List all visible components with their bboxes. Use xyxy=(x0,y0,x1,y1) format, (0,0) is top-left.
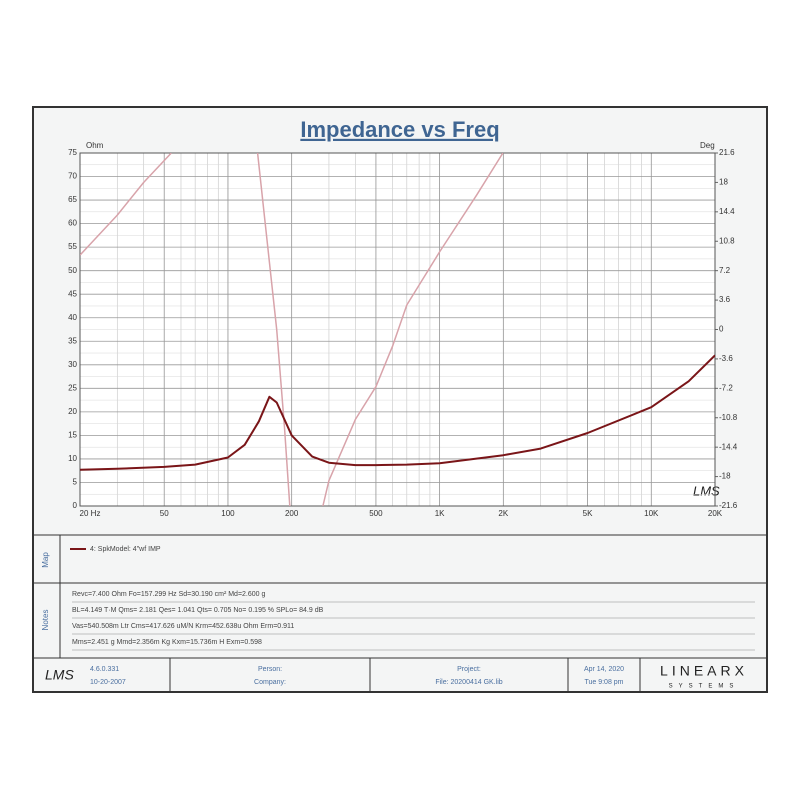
y-tick-label: 25 xyxy=(68,383,77,392)
time: Tue 9:08 pm xyxy=(584,679,623,686)
file: File: 20200414 GK.lib xyxy=(435,679,502,686)
y-tick-label: 45 xyxy=(68,289,77,298)
x-tick-label: 200 xyxy=(285,509,299,518)
brand: LINEARX xyxy=(660,663,748,679)
x-tick-label: 1K xyxy=(435,509,445,518)
note-line: Mms=2.451 g Mmd=2.356m Kg Kxm=15.736m H … xyxy=(72,639,262,646)
y-tick-label: 10 xyxy=(68,454,77,463)
chart-title: Impedance vs Freq xyxy=(300,117,499,142)
y2-tick-label: -10.8 xyxy=(719,413,738,422)
y2-tick-label: 14.4 xyxy=(719,207,735,216)
date: Apr 14, 2020 xyxy=(584,666,624,673)
note-line: Vas=540.508m Ltr Cms=417.626 uM/N Krm=45… xyxy=(72,623,294,630)
y2-tick-label: 3.6 xyxy=(719,295,731,304)
notes-label: Notes xyxy=(41,610,50,631)
x-tick-label: 500 xyxy=(369,509,383,518)
y2-tick-label: -14.4 xyxy=(719,442,738,451)
x-tick-label: 100 xyxy=(221,509,235,518)
watermark: LMS xyxy=(693,483,720,498)
y2-tick-label: 0 xyxy=(719,325,724,334)
note-line: BL=4.149 T·M Qms= 2.181 Qes= 1.041 Qts= … xyxy=(72,607,324,614)
person: Person: xyxy=(258,666,282,673)
y2-tick-label: 7.2 xyxy=(719,266,731,275)
y-tick-label: 40 xyxy=(68,313,77,322)
y-tick-label: 15 xyxy=(68,431,77,440)
version: 4.6.0.331 xyxy=(90,666,119,673)
y2-tick-label: -7.2 xyxy=(719,383,733,392)
build-date: 10-20-2007 xyxy=(90,679,126,686)
notes: Revc=7.400 Ohm Fo=157.299 Hz Sd=30.190 c… xyxy=(72,591,755,651)
series-line xyxy=(80,153,504,506)
y-tick-label: 70 xyxy=(68,172,77,181)
x-tick-label: 5K xyxy=(583,509,593,518)
y2-tick-label: 10.8 xyxy=(719,236,735,245)
y2-tick-label: -21.6 xyxy=(719,501,738,510)
y2-tick-label: -3.6 xyxy=(719,354,733,363)
y-tick-label: 50 xyxy=(68,266,77,275)
footer-logo: LMS xyxy=(45,667,74,683)
y2-axis-label: Deg xyxy=(700,141,715,150)
note-line: Revc=7.400 Ohm Fo=157.299 Hz Sd=30.190 c… xyxy=(72,591,266,598)
y-axis-label: Ohm xyxy=(86,141,104,150)
legend-entry: 4: SpkModel: 4"wf IMP xyxy=(90,546,161,553)
x-tick-label: 50 xyxy=(160,509,169,518)
y2-tick-label: -18 xyxy=(719,472,731,481)
y-tick-label: 30 xyxy=(68,360,77,369)
series-line xyxy=(80,354,715,471)
x-tick-label: 2K xyxy=(498,509,508,518)
map-label: Map xyxy=(41,552,50,568)
project: Project: xyxy=(457,666,481,673)
y2-tick-label: 21.6 xyxy=(719,148,735,157)
company: Company: xyxy=(254,679,286,686)
y2-tick-label: 18 xyxy=(719,178,728,187)
y-tick-label: 5 xyxy=(73,478,78,487)
brand-sub: SYSTEMS xyxy=(669,684,740,690)
x-tick-label: 20 Hz xyxy=(80,509,101,518)
y-tick-label: 35 xyxy=(68,336,77,345)
y-tick-label: 55 xyxy=(68,242,77,251)
x-tick-label: 10K xyxy=(644,509,659,518)
x-tick-label: 20K xyxy=(708,509,723,518)
y-tick-label: 60 xyxy=(68,219,77,228)
y-tick-label: 75 xyxy=(68,148,77,157)
y-tick-label: 20 xyxy=(68,407,77,416)
y-tick-label: 0 xyxy=(73,501,78,510)
plot-border xyxy=(79,152,716,507)
y-tick-label: 65 xyxy=(68,195,77,204)
